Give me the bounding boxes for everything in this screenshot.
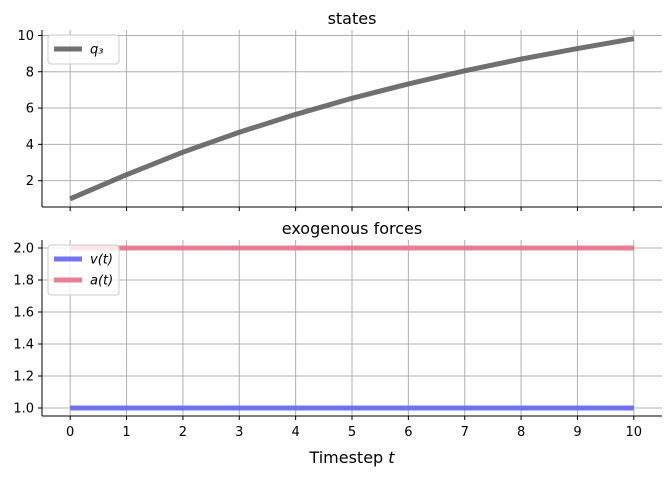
forces-legend: v(t) a(t): [47, 244, 120, 296]
x-tick-label: 2: [179, 425, 187, 440]
legend-frame: [47, 34, 120, 65]
y-tick-label: 6: [26, 102, 34, 117]
x-tick-label: 4: [291, 425, 299, 440]
x-tick-label: 7: [461, 425, 469, 440]
y-tick-label: 2.0: [13, 242, 34, 257]
x-tick-label: 0: [66, 425, 74, 440]
states-grid: [42, 30, 662, 207]
y-tick-label: 1.0: [13, 402, 34, 417]
y-tick-label: 10: [17, 29, 34, 44]
y-tick-label: 1.4: [13, 338, 34, 353]
y-tick-label: 4: [26, 138, 34, 153]
x-tick-label: 10: [626, 425, 643, 440]
x-axis-label: Timestep t: [308, 448, 395, 467]
forces-series: [70, 245, 634, 411]
x-tick-label: 3: [235, 425, 243, 440]
series-line-0: [69, 36, 635, 202]
states-panel: states 2 4 6 8 10 q₃: [17, 9, 662, 211]
y-tick-label: 1.8: [13, 274, 34, 289]
x-tick-label: 9: [573, 425, 581, 440]
states-panel-title: states: [328, 9, 377, 28]
x-tick-label: 8: [517, 425, 525, 440]
exogenous-forces-panel: exogenous forces 1.0 1.2 1.4 1.6 1.8 2.0 0 1 2 3 4…: [13, 219, 662, 440]
states-series: [69, 36, 635, 202]
forces-axes: 1.0 1.2 1.4 1.6 1.8 2.0 0 1 2 3 4 5 6 7 8 9 10: [13, 240, 662, 440]
states-axes: 2 4 6 8 10: [17, 29, 662, 211]
states-legend: q₃: [47, 34, 120, 65]
y-tick-label: 2: [26, 174, 34, 189]
exogenous-forces-panel-title: exogenous forces: [282, 219, 422, 238]
legend-label: q₃: [90, 43, 103, 58]
y-tick-label: 8: [26, 65, 34, 80]
x-tick-label: 1: [122, 425, 130, 440]
y-tick-label: 1.2: [13, 370, 34, 385]
x-tick-label: 6: [404, 425, 412, 440]
forces-grid: [42, 240, 662, 416]
y-tick-label: 1.6: [13, 306, 34, 321]
x-tick-label: 5: [348, 425, 356, 440]
legend-label: v(t): [90, 253, 113, 268]
legend-label: a(t): [90, 274, 113, 289]
